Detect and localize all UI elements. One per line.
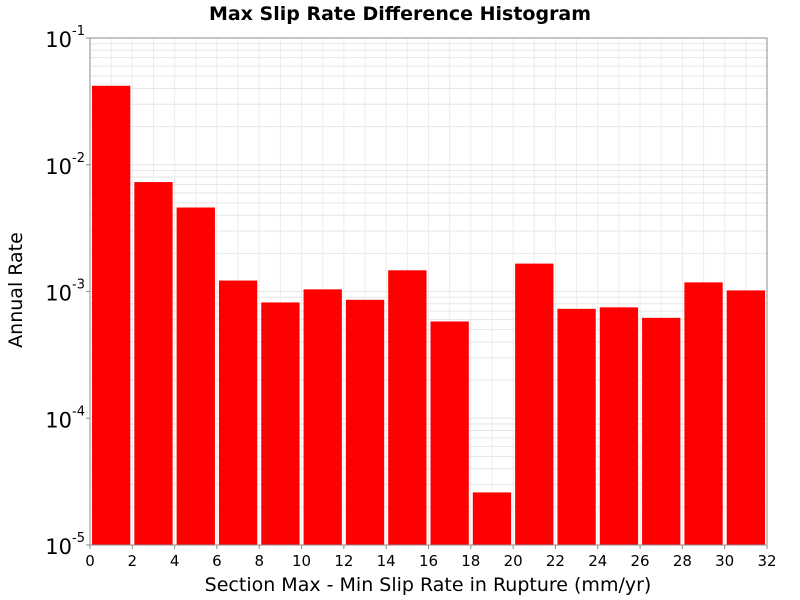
x-tick-label: 24 xyxy=(588,552,607,570)
x-tick-label: 18 xyxy=(461,552,480,570)
x-tick-label: 2 xyxy=(128,552,138,570)
x-tick-label: 10 xyxy=(292,552,311,570)
y-tick-exponent: -2 xyxy=(72,151,85,166)
x-tick-label: 28 xyxy=(673,552,692,570)
y-tick-base: 10 xyxy=(45,28,72,52)
x-tick-label: 6 xyxy=(212,552,222,570)
histogram-bar xyxy=(726,290,765,545)
y-axis-ticks: 10-510-410-310-210-1 xyxy=(45,24,90,559)
histogram-bar xyxy=(557,308,596,545)
histogram-bar xyxy=(684,282,723,545)
y-tick-exponent: -3 xyxy=(72,278,85,293)
x-tick-label: 22 xyxy=(546,552,565,570)
histogram-bar xyxy=(430,321,469,545)
histogram-bar xyxy=(642,317,681,545)
chart-title: Max Slip Rate Difference Histogram xyxy=(209,3,591,25)
x-tick-label: 30 xyxy=(715,552,734,570)
y-axis-label: Annual Rate xyxy=(5,232,27,348)
y-tick-exponent: -1 xyxy=(72,24,85,39)
x-tick-label: 26 xyxy=(631,552,650,570)
y-tick-label: 10 -3 xyxy=(45,278,85,306)
x-tick-label: 16 xyxy=(419,552,438,570)
histogram-bar xyxy=(599,307,639,545)
histogram-bar xyxy=(388,270,427,545)
y-tick-label: 10 -2 xyxy=(45,151,85,179)
histogram-bar xyxy=(218,280,258,545)
x-tick-label: 12 xyxy=(334,552,353,570)
x-tick-label: 4 xyxy=(170,552,180,570)
x-tick-label: 14 xyxy=(377,552,396,570)
x-tick-label: 8 xyxy=(254,552,264,570)
histogram-bar xyxy=(515,263,554,545)
y-tick-base: 10 xyxy=(45,155,72,179)
x-axis-ticks: 0 2 4 6 8 10 12 14 16 18 20 22 24 26 28 30 32 xyxy=(85,545,777,570)
histogram-bar xyxy=(134,182,173,545)
histogram-bar xyxy=(472,492,512,545)
bars xyxy=(92,85,765,546)
x-tick-label: 32 xyxy=(757,552,776,570)
x-tick-label: 20 xyxy=(504,552,523,570)
histogram-bar xyxy=(261,302,300,545)
y-tick-base: 10 xyxy=(45,535,72,559)
y-tick-base: 10 xyxy=(45,408,72,432)
y-tick-label: 10 -4 xyxy=(45,404,85,432)
histogram-bar xyxy=(176,207,215,546)
histogram-bar xyxy=(92,85,131,546)
histogram-bar xyxy=(345,299,385,545)
y-tick-exponent: -5 xyxy=(72,531,85,546)
y-tick-label: 10 -1 xyxy=(45,24,85,52)
y-tick-base: 10 xyxy=(45,282,72,306)
x-tick-label: 0 xyxy=(85,552,95,570)
y-tick-exponent: -4 xyxy=(72,404,85,419)
y-tick-label: 10 -5 xyxy=(45,531,85,559)
x-axis-label: Section Max - Min Slip Rate in Rupture (… xyxy=(205,574,652,596)
histogram-bar xyxy=(303,289,342,545)
